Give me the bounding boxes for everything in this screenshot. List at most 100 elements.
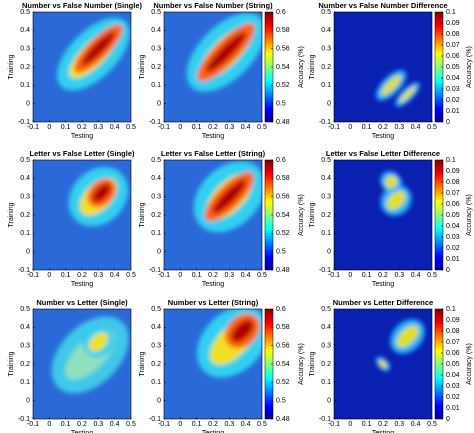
heatmap-image bbox=[334, 160, 432, 270]
x-tick-label: 0.2 bbox=[77, 272, 87, 279]
y-tick-label: 0.3 bbox=[321, 194, 331, 201]
colorbar-tick-label: 0.5 bbox=[276, 398, 286, 405]
x-tick-label: 0.3 bbox=[394, 421, 404, 428]
x-tick-label: 0.1 bbox=[362, 272, 372, 279]
y-tick-label: 0.5 bbox=[321, 306, 331, 313]
colorbar-tick-label: 0.54 bbox=[276, 212, 290, 219]
x-tick-label: -0.1 bbox=[328, 272, 340, 279]
colorbar-tick-label: 0.04 bbox=[446, 223, 460, 230]
y-tick-label: 0.5 bbox=[20, 9, 30, 16]
y-tick-label: 0.2 bbox=[20, 361, 30, 368]
colorbar-tick-label: 0.03 bbox=[446, 234, 460, 241]
colorbar-tick-label: 0.1 bbox=[446, 157, 456, 164]
panel-title: Letter vs False Letter (Single) bbox=[29, 149, 135, 158]
y-tick-label: 0.3 bbox=[20, 46, 30, 53]
y-tick-label: 0.5 bbox=[151, 157, 161, 164]
y-tick-label: -0.1 bbox=[149, 267, 161, 274]
y-tick-label: 0.5 bbox=[20, 157, 30, 164]
y-tick-label: 0.5 bbox=[321, 157, 331, 164]
y-tick-label: 0.4 bbox=[151, 324, 161, 331]
heatmap-blob bbox=[384, 175, 398, 189]
x-tick-label: 0.5 bbox=[427, 421, 437, 428]
x-tick-label: 0.1 bbox=[61, 272, 71, 279]
x-tick-label: 0 bbox=[47, 421, 51, 428]
colorbar-label: Accuracy (%) bbox=[298, 343, 305, 385]
x-tick-label: 0.5 bbox=[427, 272, 437, 279]
colorbar-tick-label: 0 bbox=[446, 267, 450, 274]
heatmap-texture bbox=[57, 17, 130, 91]
x-tick-label: 0.2 bbox=[378, 124, 388, 131]
y-tick-label: 0.1 bbox=[20, 379, 30, 386]
colorbar-tick-label: 0.58 bbox=[276, 324, 290, 331]
heatmap-blob bbox=[88, 332, 108, 352]
x-tick-label: 0.2 bbox=[77, 421, 87, 428]
colorbar-tick-label: 0.48 bbox=[276, 119, 290, 126]
colorbar-tick-label: 0.08 bbox=[446, 31, 460, 38]
colorbar-tick-label: 0.01 bbox=[446, 256, 460, 263]
x-tick-label: 0.4 bbox=[411, 272, 421, 279]
x-axis-label: Testing bbox=[71, 133, 93, 140]
panel: Number vs Letter Difference -0.1 0 0.1 0.2 0.… bbox=[309, 298, 473, 433]
y-tick-label: 0.1 bbox=[20, 82, 30, 89]
x-tick-label: -0.1 bbox=[158, 272, 170, 279]
x-tick-label: 0.3 bbox=[394, 272, 404, 279]
colorbar-tick-label: 0.02 bbox=[446, 245, 460, 252]
heatmap-blob bbox=[231, 319, 254, 343]
x-tick-label: 0.5 bbox=[257, 272, 267, 279]
colorbar-tick-label: 0.04 bbox=[446, 372, 460, 379]
heatmap-blob bbox=[399, 86, 416, 103]
heatmap-image bbox=[334, 12, 432, 122]
x-tick-label: 0.3 bbox=[224, 272, 234, 279]
panel: Letter vs False Letter Difference -0.1 0 0.… bbox=[309, 149, 473, 288]
x-tick-label: -0.1 bbox=[27, 421, 39, 428]
y-tick-label: 0.4 bbox=[151, 175, 161, 182]
y-tick-label: 0.2 bbox=[151, 64, 161, 71]
heatmap-texture bbox=[380, 171, 412, 216]
y-tick-label: 0.4 bbox=[151, 27, 161, 34]
colorbar-tick-label: 0.01 bbox=[446, 405, 460, 412]
x-axis-label: Testing bbox=[372, 281, 394, 288]
colorbar-tick-label: 0.07 bbox=[446, 190, 460, 197]
y-tick-label: 0.1 bbox=[151, 82, 161, 89]
x-tick-label: 0.5 bbox=[427, 124, 437, 131]
panel: Number vs Letter (Single) -0.1 0 0.1 0.2 0.3 0… bbox=[8, 298, 136, 433]
heatmap-texture bbox=[193, 161, 262, 233]
y-axis-label: Training bbox=[139, 202, 146, 227]
colorbar-tick-label: 0.04 bbox=[446, 75, 460, 82]
y-tick-label: 0.4 bbox=[20, 324, 30, 331]
panel: Number vs Letter (String) -0.1 0 0.1 0.2 0.3 0… bbox=[139, 298, 305, 433]
x-tick-label: -0.1 bbox=[328, 421, 340, 428]
y-tick-label: 0 bbox=[26, 249, 30, 256]
x-axis-label: Testing bbox=[372, 133, 394, 140]
colorbar-tick-label: 0.6 bbox=[276, 306, 286, 313]
x-axis-label: Testing bbox=[202, 133, 224, 140]
x-tick-label: 0.4 bbox=[241, 124, 251, 131]
y-axis-label: Training bbox=[309, 54, 316, 79]
y-tick-label: 0 bbox=[157, 249, 161, 256]
y-tick-label: 0.1 bbox=[321, 379, 331, 386]
x-tick-label: -0.1 bbox=[27, 272, 39, 279]
panel-title: Number vs Letter (Single) bbox=[36, 298, 128, 307]
x-tick-label: 0 bbox=[178, 272, 182, 279]
x-tick-label: 0.4 bbox=[241, 272, 251, 279]
colorbar-tick-label: 0 bbox=[446, 416, 450, 423]
colorbar-tick-label: 0 bbox=[446, 119, 450, 126]
x-tick-label: 0 bbox=[47, 124, 51, 131]
panel-title: Number vs False Number Difference bbox=[318, 1, 447, 10]
heatmap-blob bbox=[206, 32, 246, 73]
colorbar-tick-label: 0.54 bbox=[276, 361, 290, 368]
x-tick-label: 0.1 bbox=[61, 421, 71, 428]
x-tick-label: 0.3 bbox=[394, 124, 404, 131]
x-tick-label: 0.4 bbox=[411, 124, 421, 131]
x-tick-label: 0.5 bbox=[126, 421, 136, 428]
y-tick-label: 0 bbox=[327, 398, 331, 405]
y-tick-label: 0.3 bbox=[20, 194, 30, 201]
colorbar-tick-label: 0.58 bbox=[276, 27, 290, 34]
heatmap-blob bbox=[379, 360, 387, 368]
y-tick-label: 0.1 bbox=[151, 230, 161, 237]
y-tick-label: 0.2 bbox=[321, 361, 331, 368]
x-tick-label: 0.4 bbox=[110, 272, 120, 279]
heatmap-image bbox=[33, 12, 131, 122]
panel: Letter vs False Letter (String) -0.1 0 0.1 0… bbox=[139, 149, 305, 288]
panel-title: Letter vs False Letter Difference bbox=[326, 149, 440, 158]
